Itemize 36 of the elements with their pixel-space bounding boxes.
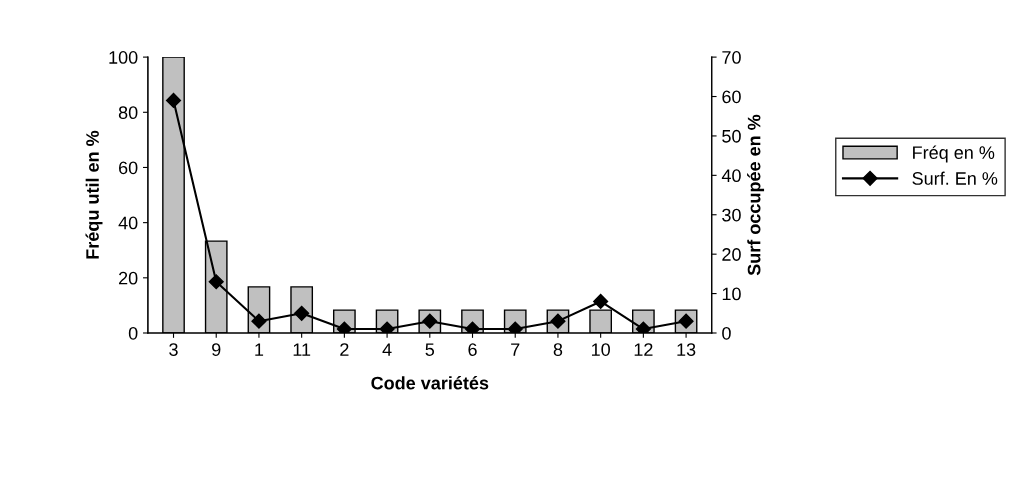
- y2-axis-title: Surf occupée en %: [747, 114, 765, 276]
- y2-tick-label: 50: [722, 129, 741, 143]
- y-tick-label: 80: [118, 106, 138, 120]
- y2-tick-label: 30: [722, 208, 741, 222]
- x-tick-label: 10: [591, 343, 610, 356]
- y2-tick-label: 60: [722, 90, 741, 104]
- x-tick-label: 9: [212, 343, 221, 356]
- x-tick-label: 8: [553, 343, 563, 356]
- y-tick-label: 40: [118, 216, 138, 230]
- point: [593, 293, 609, 310]
- y2-tick-label: 0: [722, 326, 731, 340]
- y2-tick-label: 20: [722, 248, 741, 261]
- x-tick-label: 6: [468, 343, 477, 356]
- x-tick-label: 3: [169, 343, 178, 356]
- y2-tick-label: 70: [722, 51, 741, 64]
- y-tick-label: 0: [128, 326, 138, 340]
- x-tick-label: 12: [634, 343, 653, 356]
- point: [208, 274, 224, 290]
- x-tick-label: 11: [293, 343, 311, 356]
- y-tick-label: 20: [118, 271, 138, 285]
- x-tick-label: 7: [511, 343, 520, 356]
- y-tick-label: 100: [109, 51, 138, 64]
- point: [165, 92, 182, 109]
- y-axis-title: Fréqu util en %: [85, 130, 103, 259]
- legend-label: Fréq en %: [913, 145, 995, 163]
- x-tick-label: 2: [340, 343, 349, 356]
- y2-tick-label: 40: [721, 169, 741, 183]
- x-tick-label: 13: [677, 343, 696, 356]
- x-tick-label: 4: [382, 343, 392, 356]
- legend-label: Surf. En %: [912, 171, 998, 185]
- point: [251, 313, 267, 329]
- x-tick-label: 5: [425, 343, 435, 356]
- x-axis-title: Code variétés: [371, 376, 489, 390]
- y-tick-label: 60: [119, 161, 138, 175]
- x-tick-label: 1: [255, 343, 264, 356]
- y2-tick-label: 10: [722, 287, 741, 301]
